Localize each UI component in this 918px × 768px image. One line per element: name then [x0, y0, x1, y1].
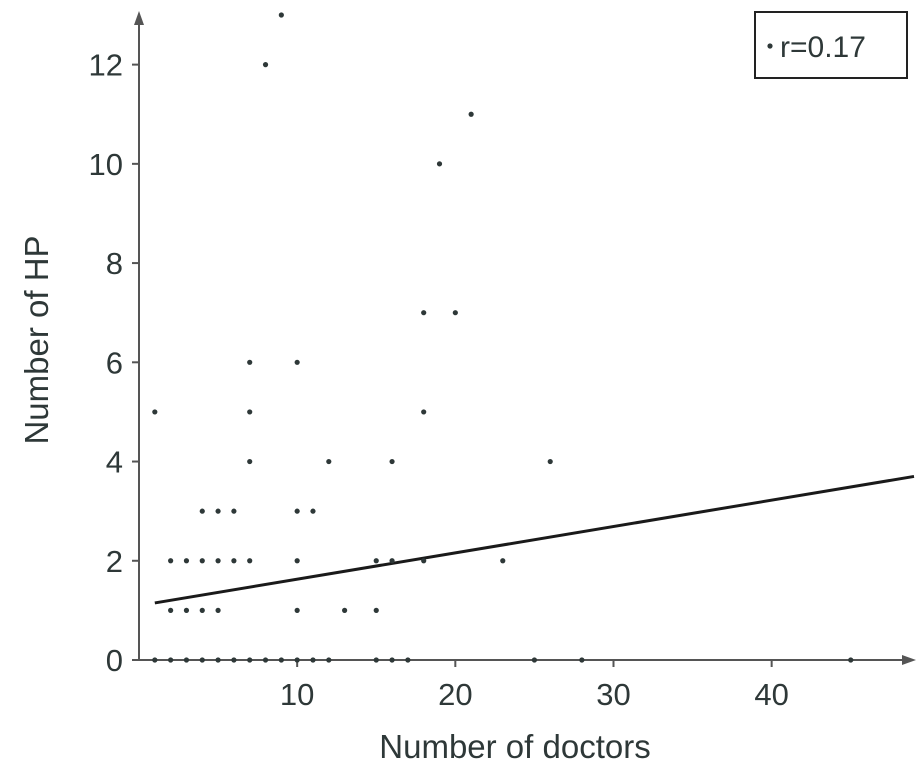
data-point: [389, 657, 395, 663]
legend-label: r=0.17: [780, 31, 866, 64]
data-point: [389, 558, 395, 564]
data-point: [547, 458, 553, 465]
data-point: [215, 657, 221, 663]
data-point: [262, 62, 269, 68]
data-point: [421, 558, 427, 564]
data-point: [579, 657, 585, 663]
axis-ticks: 0 2 4 6 8 10 12 10 20 30 40: [89, 48, 789, 712]
y-axis-title: Number of HP: [18, 235, 55, 444]
legend-box: [754, 11, 908, 79]
data-point: [294, 359, 300, 365]
x-axis-title: Number of doctors: [379, 728, 650, 765]
y-tick-label: 6: [106, 345, 123, 380]
data-point: [342, 607, 348, 613]
data-point: [373, 558, 379, 564]
data-point: [152, 409, 158, 415]
x-tick-label: 40: [754, 677, 788, 712]
x-axis-arrow-icon: [902, 655, 916, 665]
data-point: [262, 657, 269, 663]
data-point: [294, 508, 300, 514]
data-point: [215, 558, 221, 564]
data-point: [278, 12, 284, 18]
y-axis-arrow-icon: [134, 11, 144, 25]
data-point: [231, 657, 237, 663]
data-points: [152, 12, 854, 663]
legend: r=0.17: [754, 11, 908, 79]
data-point: [199, 607, 205, 613]
data-point: [294, 558, 300, 564]
data-point: [421, 310, 427, 316]
data-point: [152, 657, 158, 663]
data-point: [310, 508, 316, 514]
data-point: [310, 657, 316, 663]
data-point: [294, 607, 300, 613]
data-point: [468, 111, 474, 117]
data-point: [848, 657, 854, 663]
data-point: [247, 409, 253, 415]
data-point: [215, 607, 221, 613]
data-point: [436, 161, 443, 167]
data-point: [389, 458, 395, 465]
y-tick-label: 12: [89, 48, 123, 83]
data-point: [373, 657, 379, 663]
y-tick-label: 2: [106, 544, 123, 579]
data-point: [199, 657, 205, 663]
y-tick-label: 10: [89, 147, 123, 182]
y-tick-label: 0: [106, 643, 123, 678]
data-point: [278, 657, 284, 663]
data-point: [168, 657, 174, 663]
regression-line: [154, 474, 915, 605]
y-tick-label: 4: [106, 445, 123, 480]
x-tick-label: 30: [596, 677, 630, 712]
y-tick-label: 8: [106, 246, 123, 281]
data-point: [452, 310, 458, 316]
data-point: [326, 657, 332, 663]
data-point: [183, 607, 190, 613]
data-point: [421, 409, 427, 415]
data-point: [326, 458, 332, 465]
x-tick-label: 10: [280, 677, 314, 712]
data-point: [294, 657, 300, 663]
data-point: [183, 657, 190, 663]
data-point: [168, 558, 174, 564]
legend-marker: [767, 43, 773, 49]
data-point: [231, 558, 237, 564]
data-point: [168, 607, 174, 613]
data-point: [215, 508, 221, 514]
data-point: [500, 558, 506, 564]
data-point: [531, 657, 538, 663]
data-point: [247, 558, 253, 564]
data-point: [199, 558, 205, 564]
data-point: [373, 607, 379, 613]
data-point: [231, 508, 237, 514]
data-point: [405, 657, 411, 663]
data-point: [247, 359, 253, 365]
data-point: [247, 657, 253, 663]
data-point: [199, 508, 205, 514]
x-tick-label: 20: [438, 677, 472, 712]
data-point: [247, 458, 253, 465]
data-point: [183, 558, 190, 564]
